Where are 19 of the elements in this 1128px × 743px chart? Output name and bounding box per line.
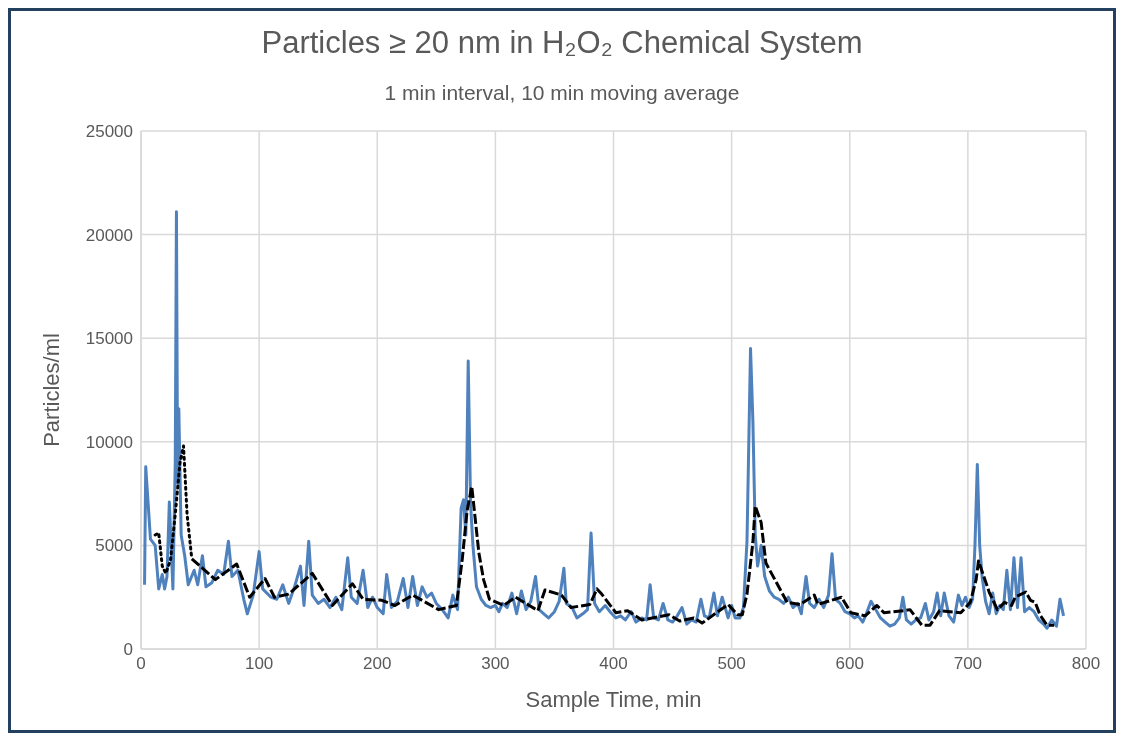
y-tick-label: 0 xyxy=(123,640,133,660)
y-tick-label: 25000 xyxy=(85,122,133,142)
x-tick-label: 100 xyxy=(244,654,274,674)
x-tick-label: 400 xyxy=(599,654,628,674)
chart-subtitle: 1 min interval, 10 min moving average xyxy=(383,81,741,105)
y-tick-label: 20000 xyxy=(85,225,133,245)
x-tick-label: 300 xyxy=(481,654,510,674)
y-tick-label: 5000 xyxy=(95,536,133,556)
x-tick-label: 200 xyxy=(363,654,392,674)
x-tick-label: 0 xyxy=(136,654,146,674)
chart-title: Particles ≥ 20 nm in H₂O₂ Chemical System xyxy=(260,25,864,61)
x-axis-title: Sample Time, min xyxy=(525,687,702,712)
x-tick-label: 500 xyxy=(717,654,746,674)
x-tick-label: 800 xyxy=(1071,654,1101,674)
y-axis-title: Particles/ml xyxy=(38,333,64,447)
y-tick-label: 10000 xyxy=(85,432,133,452)
y-tick-label: 15000 xyxy=(85,329,133,349)
x-tick-label: 700 xyxy=(953,654,983,674)
x-tick-label: 600 xyxy=(835,654,864,674)
